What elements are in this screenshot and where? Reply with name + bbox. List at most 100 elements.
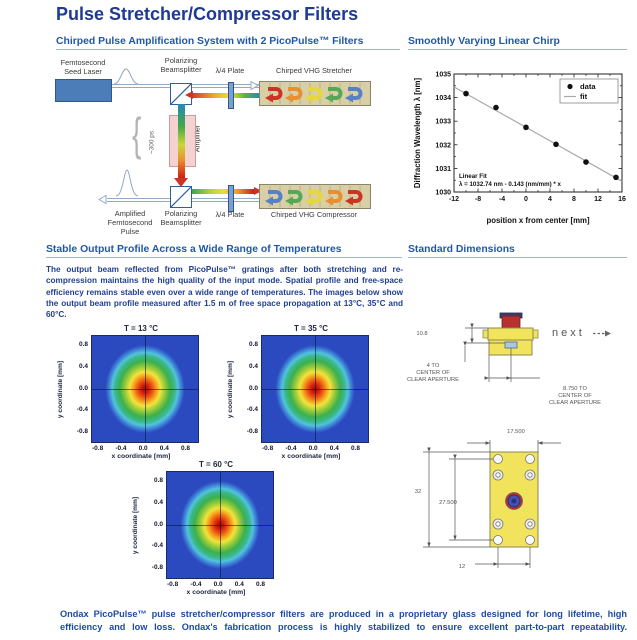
crosshair-v [315,336,316,442]
beam-blob [175,475,265,575]
seed-laser-box [55,79,112,102]
next-arrow-icon [592,330,611,336]
svg-text:-4: -4 [499,196,505,203]
footer-text: Ondax PicoPulse™ pulse stretcher/compres… [60,609,627,633]
beam-arrow-right-icon [254,187,262,195]
beam-profile-13c: T = 13 °C y coordinate [mm] 0.8 0.4 0.0 -0.… [56,324,216,460]
stretcher-label: Chirped VHG Stretcher [276,66,352,75]
crosshair-v [220,472,221,578]
tick-label: 0.8 [180,445,190,452]
tick-label: -0.8 [151,564,163,571]
svg-text:1031: 1031 [435,166,451,173]
next-link[interactable]: next [552,327,612,339]
output-pulse-label: Amplified Femtosecond Pulse [107,209,153,236]
beam-arrow-left-icon [98,195,107,204]
beam-profile-60c: T = 60 °C y coordinate [mm] 0.8 0.4 0.0 -0.… [131,460,291,596]
side-view [482,312,539,356]
svg-text:4: 4 [548,196,552,203]
seed-pulse-icon [113,68,139,85]
beam-arrow-down-icon [174,178,188,187]
tick-label: -0.4 [76,406,88,414]
beam-blob [270,339,360,439]
tick-label: 0.0 [213,581,223,588]
svg-text:data: data [580,82,596,91]
amplifier-beam [178,104,185,178]
x-tick-labels: -0.8 -0.4 0.0 0.4 0.8 [163,579,269,588]
y-axis-label: y coordinate [mm] [227,360,235,418]
svg-text:12: 12 [594,196,602,203]
quarter-wave-top-label: λ/4 Plate [215,66,245,75]
chirp-section-heading: Smoothly Varying Linear Chirp [408,36,627,50]
dim-32: 32 [414,489,422,495]
tick-label: 0.4 [329,445,339,452]
svg-text:1033: 1033 [435,119,451,126]
page-title: Pulse Stretcher/Compressor Filters [56,4,359,24]
vhg-stretcher-box [259,81,371,106]
beam-arrow-right-icon [250,81,259,90]
beamsplitter-bottom [170,186,192,208]
vhg-compressor-box [259,184,371,209]
heatmap-title: T = 35 °C [293,324,329,333]
svg-text:-8: -8 [475,196,481,203]
data-point [463,90,469,97]
heatmap-title: T = 13 °C [123,324,159,333]
tick-label: -0.8 [167,581,179,588]
svg-text:fit: fit [580,92,588,101]
svg-text:1034: 1034 [435,95,451,102]
tick-label: -0.4 [115,445,127,452]
y-axis-label: y coordinate [mm] [57,360,65,418]
dim-8750-to-center: 8.750 TO CENTER OF CLEAR APERTURE [548,386,602,407]
cpa-diagram: Femtosecond Seed Laser Polarizing Beamsp… [45,56,403,245]
stability-body-text: The output beam reflected from PicoPulse… [46,265,403,320]
beamsplitter-bottom-label: Polarizing Beamsplitter [160,209,202,227]
stretcher-arrows [265,83,363,104]
beam-blob [100,339,190,439]
beam-profile-plot [166,471,274,579]
tick-label: 0.4 [234,581,244,588]
dim-17500: 17.500 [507,429,525,435]
svg-text:8: 8 [572,196,576,203]
chart-xlabel: position x from center [mm] [486,216,590,225]
quarter-wave-bottom-label: λ/4 Plate [215,210,245,219]
tick-label: 0.0 [248,384,258,392]
heatmap-title: T = 60 °C [198,460,234,469]
tick-label: 0.0 [153,520,163,528]
tick-label: 0.8 [255,581,265,588]
next-link-label: next [552,327,585,339]
svg-text:1032: 1032 [435,142,451,149]
svg-text:-12: -12 [449,196,459,203]
data-point [583,159,589,165]
tick-label: -0.4 [285,445,297,452]
tick-label: 0.8 [153,477,163,484]
chart-legend [559,78,619,104]
top-view-dimension-lines [423,440,561,568]
svg-text:1030: 1030 [435,190,451,197]
tick-label: 0.4 [248,362,258,370]
dim-12: 12 [458,564,466,570]
beam-profile-plot [261,335,369,443]
x-axis-label: x coordinate [mm] [186,589,246,596]
fit-line [453,86,623,182]
data-point [553,141,559,148]
tick-label: 0.4 [153,498,163,506]
beam-arrow-left-icon [185,91,193,99]
dim-4-to-center: 4 TO CENTER OF CLEAR APERTURE [406,363,460,384]
compressor-label: Chirped VHG Compressor [270,210,358,219]
data-point [613,174,619,181]
stretched-beam-top [193,93,260,98]
quarter-wave-plate-top [228,82,234,109]
tick-label: 0.8 [78,341,88,348]
tick-label: -0.8 [92,445,104,452]
linear-chirp-chart: -12 -8 -4 0 4 8 12 16 1030 1031 1032 1033 1034 1035 da… [413,72,626,226]
tick-label: 0.8 [350,445,360,452]
chart-ylabel: Diffraction Wavelength λ [nm] [413,78,422,189]
side-view-dimension-lines [463,323,540,382]
beam-profile-plot [91,335,199,443]
x-axis-label: x coordinate [mm] [281,453,341,460]
beamsplitter-top-label: Polarizing Beamsplitter [160,56,202,74]
chart-annotation: Linear Fit [459,173,487,180]
tick-label: -0.8 [246,428,258,435]
top-view [489,451,539,548]
tick-label: 0.4 [78,362,88,370]
tick-label: 0.0 [78,384,88,392]
